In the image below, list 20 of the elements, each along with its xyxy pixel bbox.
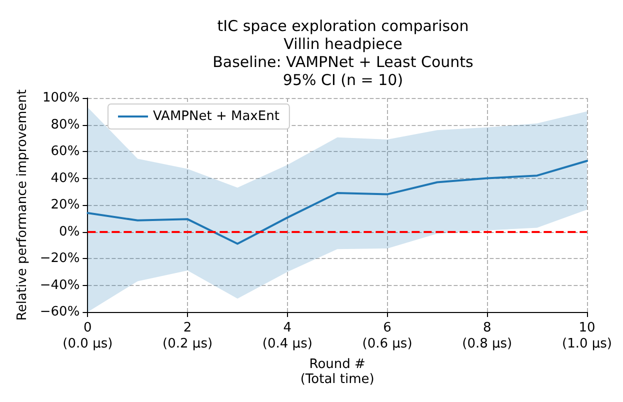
- x-tick-label: 0 (0.0 μs): [62, 320, 113, 352]
- y-tick-label: 80%: [50, 117, 80, 132]
- y-tick-label: 40%: [50, 170, 80, 186]
- y-tick-label: 100%: [42, 90, 80, 106]
- x-tick-label: 10 (1.0 μs): [562, 320, 612, 352]
- y-tick-label: 0%: [59, 224, 80, 240]
- x-tick-label: 2 (0.2 μs): [162, 320, 213, 352]
- y-axis-title: Relative performance improvement: [15, 89, 30, 321]
- x-tick-label: 4 (0.4 μs): [262, 320, 312, 352]
- y-tick-label: −40%: [40, 278, 80, 293]
- y-tick-label: −20%: [40, 251, 80, 266]
- line-series: [86, 160, 588, 245]
- legend-label: VAMPNet + MaxEnt: [153, 109, 280, 124]
- x-axis-title: Round # (Total time): [300, 356, 374, 387]
- y-tick-label: 20%: [50, 198, 80, 212]
- y-tick-label: −60%: [40, 304, 80, 320]
- chart-title: tIC space exploration comparison Villin headpiece Baseline: VAMPNet + Least Counts 95% CI (n = 10): [212, 17, 474, 89]
- x-tick-label: 6 (0.6 μs): [362, 320, 412, 352]
- x-tick-label: 8 (0.8 μs): [462, 320, 512, 352]
- y-tick-label: 60%: [50, 144, 80, 159]
